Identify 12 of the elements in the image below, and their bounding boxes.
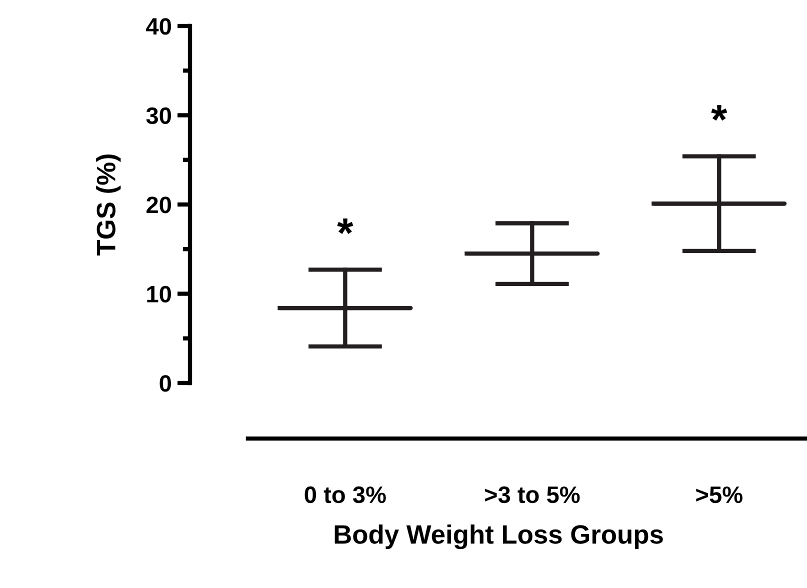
x-tick-label: >3 to 5% [484, 486, 580, 504]
y-tick-label: 30 [146, 107, 171, 124]
x-tick-label: >5% [696, 486, 742, 504]
x-axis-title: Body Weight Loss Groups [334, 524, 663, 550]
y-axis-title: TGS (%) [96, 154, 121, 256]
x-tick-label: 0 to 3% [304, 486, 386, 504]
y-tick-label: 40 [146, 18, 171, 35]
annotation: * [711, 105, 728, 121]
y-tick-label: 0 [160, 375, 171, 392]
y-tick-label: 10 [147, 286, 171, 303]
y-tick-label: 20 [146, 196, 171, 214]
annotation: * [337, 218, 354, 234]
